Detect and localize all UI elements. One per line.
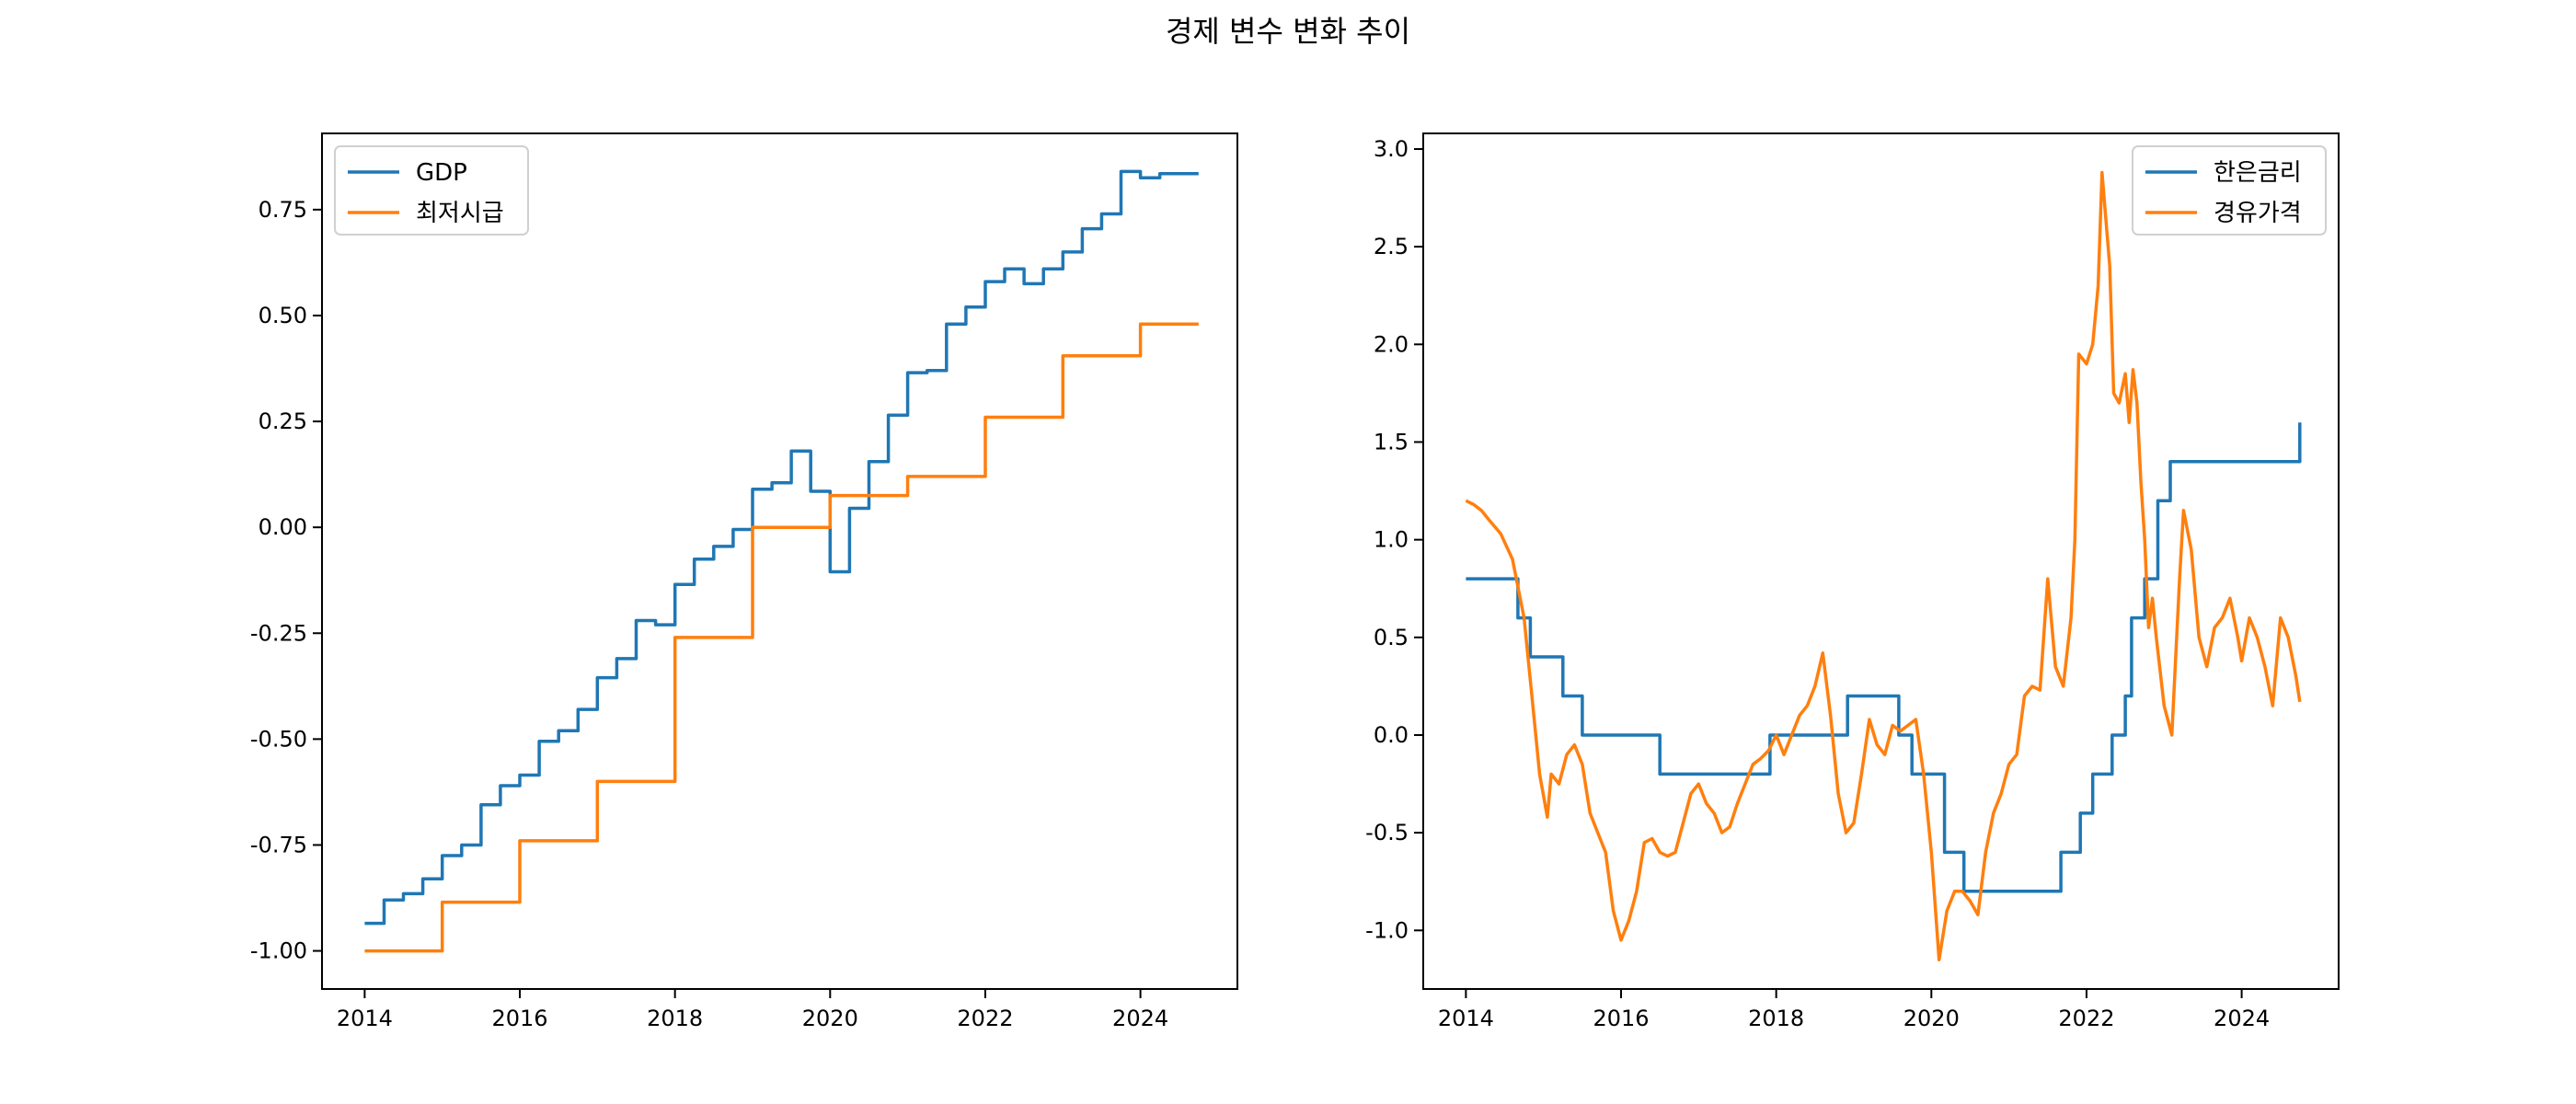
x-tick-label: 2020 xyxy=(1903,1006,1960,1031)
x-tick-label: 2018 xyxy=(1748,1006,1804,1031)
y-tick-label: 2.5 xyxy=(1374,234,1409,259)
x-tick-label: 2024 xyxy=(1112,1006,1168,1031)
y-tick-label: -0.5 xyxy=(1365,820,1409,845)
y-tick-label: 1.0 xyxy=(1374,527,1409,553)
x-tick-label: 2014 xyxy=(1438,1006,1494,1031)
chart-panels: 2014 2016 2018 2020 2022 2024 -1.00 -0.75 -0.50 -… xyxy=(250,133,2339,1031)
y-tick-label: 0.25 xyxy=(259,408,307,434)
series-line-2 xyxy=(364,324,1198,950)
y-tick-label: 0.0 xyxy=(1374,722,1409,748)
plot-frame xyxy=(322,133,1237,989)
series-line-2 xyxy=(1466,173,2299,960)
plot-frame xyxy=(1423,133,2339,989)
x-tick-label: 2018 xyxy=(647,1006,703,1031)
x-tick-label: 2016 xyxy=(1593,1006,1649,1031)
series-line-1 xyxy=(364,171,1198,923)
y-tick-label: 0.50 xyxy=(259,303,307,328)
y-tick-label: 0.5 xyxy=(1374,625,1409,650)
legend-label: 경유가격 xyxy=(2214,200,2302,227)
y-tick-label: -0.50 xyxy=(250,726,307,752)
legend: GDP 최저시급 xyxy=(335,146,528,235)
chart-title: 경제 변수 변화 추이 xyxy=(1166,14,1410,49)
y-tick-label: 0.00 xyxy=(259,514,307,540)
x-tick-label: 2014 xyxy=(337,1006,393,1031)
x-tick-label: 2024 xyxy=(2214,1006,2270,1031)
y-tick-label: -1.00 xyxy=(250,938,307,964)
y-tick-label: -0.75 xyxy=(250,832,307,857)
x-tick-label: 2016 xyxy=(491,1006,547,1031)
legend-label: 한은금리 xyxy=(2214,159,2302,187)
y-tick-label: 3.0 xyxy=(1374,136,1409,162)
legend-label: GDP xyxy=(416,159,467,187)
y-tick-label: -0.25 xyxy=(250,620,307,646)
y-tick-label: 1.5 xyxy=(1374,429,1409,454)
panel-1: 2014 2016 2018 2020 2022 2024 -1.00 -0.75 -0.50 -… xyxy=(250,133,1237,1031)
panel-2: 2014 2016 2018 2020 2022 2024 -1.0 -0.5 0.0 0.5 1.… xyxy=(1365,133,2339,1031)
legend-label: 최저시급 xyxy=(416,200,504,227)
y-tick-label: 2.0 xyxy=(1374,331,1409,357)
x-tick-label: 2020 xyxy=(802,1006,858,1031)
x-tick-label: 2022 xyxy=(2058,1006,2114,1031)
x-tick-label: 2022 xyxy=(957,1006,1013,1031)
y-tick-label: 0.75 xyxy=(259,197,307,223)
y-tick-label: -1.0 xyxy=(1365,917,1409,943)
